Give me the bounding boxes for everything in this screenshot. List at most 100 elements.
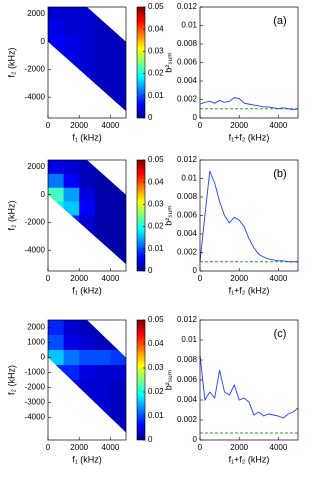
y-tick-label: -4000 xyxy=(25,245,46,254)
heatmap-cell xyxy=(63,34,80,49)
y-tick-label: 0.008 xyxy=(177,39,198,48)
heatmap-cell xyxy=(63,48,80,63)
y-tick-label: 0.004 xyxy=(177,229,198,238)
heatmap-cell xyxy=(63,201,80,216)
y-tick-label: -2000 xyxy=(25,65,46,74)
colorbar xyxy=(136,319,146,441)
y-tick-label: 0.012 xyxy=(177,155,198,164)
heatmap-cells xyxy=(48,320,126,433)
colorbar-tick-label: 0.05 xyxy=(148,315,164,324)
x-tick-label: 2000 xyxy=(70,443,88,452)
heatmap-cell xyxy=(48,320,64,336)
x-tick-label: 0 xyxy=(198,274,203,283)
y-tick-label: 0.008 xyxy=(177,355,198,364)
heatmap-cell xyxy=(94,187,111,202)
colorbar-tick-label: 0.03 xyxy=(148,363,164,372)
x-tick-label: 4000 xyxy=(102,121,120,130)
y-tick-label: 0.006 xyxy=(177,375,198,384)
heatmap-cell xyxy=(48,160,64,175)
y-axis-label: b²ₛᵤₘ xyxy=(163,205,173,226)
panel-label: (c) xyxy=(274,328,287,340)
y-tick-label: 0.002 xyxy=(177,248,198,257)
heatmap-cell xyxy=(94,380,111,396)
x-tick-label: 4000 xyxy=(102,274,120,283)
heatmap-cell xyxy=(79,365,96,381)
y-tick-label: 0.012 xyxy=(177,2,198,11)
colorbar-tick-label: 0.03 xyxy=(148,47,164,56)
heatmap-cell xyxy=(79,229,96,244)
data-line xyxy=(199,170,298,263)
heatmap-cell xyxy=(79,160,96,175)
x-axis-label: f₁+f₂ (kHz) xyxy=(229,454,270,464)
heatmap-cell xyxy=(110,335,126,351)
heatmap-cell xyxy=(63,215,80,230)
y-tick-label: 0 xyxy=(193,113,198,122)
y-tick-label: 0.002 xyxy=(177,95,198,104)
y-axis-label: f₂ (kHz) xyxy=(6,201,16,231)
colorbar-tick-label: 0.05 xyxy=(148,155,164,164)
heatmap-cell xyxy=(63,187,80,202)
heatmap-cell xyxy=(110,20,126,36)
heatmap-cell xyxy=(79,395,96,411)
heatmap-cell xyxy=(63,320,80,336)
y-tick-label: 0.004 xyxy=(177,395,198,404)
panel-label: (a) xyxy=(273,15,286,27)
heatmap-cell xyxy=(79,201,96,216)
heatmap-cell xyxy=(94,7,111,22)
colorbar-tick-label: 0 xyxy=(148,266,153,275)
y-tick-label: 0 xyxy=(41,353,46,362)
x-tick-label: 2000 xyxy=(70,121,88,130)
x-tick-label: 4000 xyxy=(102,443,120,452)
heatmap-cell xyxy=(79,7,96,22)
heatmap-cell xyxy=(94,62,111,77)
x-axis-label: f₁+f₂ (kHz) xyxy=(229,285,270,295)
heatmap-cell xyxy=(48,20,64,36)
heatmap-cell xyxy=(110,34,126,49)
heatmap-cell xyxy=(94,365,111,381)
heatmap-cell xyxy=(79,62,96,77)
heatmap-cell xyxy=(110,48,126,63)
y-tick-label: 0.01 xyxy=(181,21,197,30)
heatmap-cell xyxy=(48,48,64,63)
y-tick-label: 0 xyxy=(41,190,46,199)
heatmap-cell xyxy=(94,243,111,258)
heatmap-cell xyxy=(79,335,96,351)
heatmap-cell xyxy=(94,173,111,189)
x-tick-label: 0 xyxy=(46,274,51,283)
x-axis-label: f₁+f₂ (kHz) xyxy=(229,132,270,142)
heatmap-cell xyxy=(110,229,126,244)
colorbar xyxy=(136,159,146,272)
y-axis-label: b²ₛᵤₘ xyxy=(163,52,173,73)
colorbar-tick-label: 0.01 xyxy=(148,91,164,100)
y-tick-label: -4000 xyxy=(25,92,46,101)
colorbar-tick-label: 0 xyxy=(148,435,153,444)
heatmap-cell xyxy=(94,48,111,63)
y-tick-label: 0.004 xyxy=(177,76,198,85)
heatmap-cell xyxy=(94,90,111,105)
heatmap-cell xyxy=(63,173,80,189)
panel-label: (b) xyxy=(273,168,286,180)
data-line xyxy=(199,97,299,111)
heatmap-cell xyxy=(63,160,80,175)
colorbar-tick-label: 0.01 xyxy=(148,244,164,253)
heatmap-cell xyxy=(110,395,126,411)
heatmap-cell xyxy=(79,34,96,49)
heatmap-cell xyxy=(110,104,126,112)
heatmap-cell xyxy=(94,320,111,336)
x-tick-label: 2000 xyxy=(230,274,248,283)
heatmap-cell xyxy=(63,335,80,351)
colorbar-tick-label: 0.02 xyxy=(148,387,164,396)
heatmap-cell xyxy=(110,243,126,258)
heatmap-cell xyxy=(110,173,126,189)
x-tick-label: 0 xyxy=(198,121,203,130)
heatmap-cell xyxy=(94,160,111,175)
heatmap-cell xyxy=(48,335,64,351)
heatmap-cell xyxy=(48,7,64,22)
x-tick-label: 4000 xyxy=(270,443,288,452)
heatmap-cell xyxy=(94,201,111,216)
heatmap-cell xyxy=(63,380,80,396)
y-tick-label: -3000 xyxy=(25,398,46,407)
heatmap-cell xyxy=(110,215,126,230)
x-tick-label: 2000 xyxy=(230,121,248,130)
y-tick-label: 0 xyxy=(193,266,198,275)
